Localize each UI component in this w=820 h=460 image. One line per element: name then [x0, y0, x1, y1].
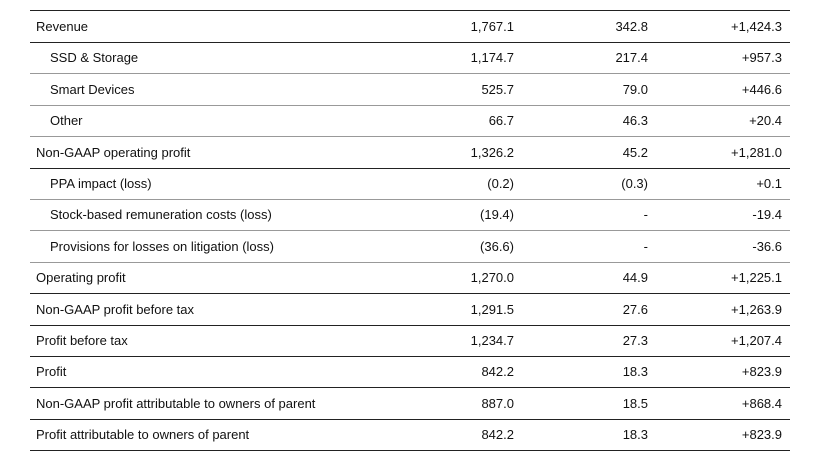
cell-value: 46.3	[622, 113, 648, 129]
cell-value: +0.1	[756, 176, 782, 191]
cell-value: 18.5	[622, 395, 648, 411]
table-row: Revenue 1,767.1 342.8 +1,424.3	[30, 11, 790, 43]
cell-value: 1,234.7	[470, 333, 514, 348]
table-top-border	[30, 10, 790, 11]
cell-value: +823.9	[741, 427, 782, 443]
cell-value: 1,326.2	[470, 144, 514, 160]
table-row: Non-GAAP profit before tax 1,291.5 27.6 +1,…	[30, 294, 790, 326]
sub-row: Stock-based remuneration costs (loss) (19…	[30, 199, 790, 232]
row-label: PPA impact (loss)	[50, 176, 152, 191]
cell-value: 217.4	[615, 50, 648, 66]
sub-row: Smart Devices 525.7 79.0 +446.6	[30, 74, 790, 106]
row-label: Stock-based remuneration costs (loss)	[50, 207, 272, 223]
sub-row: PPA impact (loss) (0.2) (0.3) +0.1	[30, 168, 790, 200]
row-label: Other	[50, 113, 83, 129]
row-label: SSD & Storage	[50, 50, 139, 66]
cell-value: 1,270.0	[470, 270, 514, 286]
cell-value: 1,767.1	[470, 19, 514, 34]
cell-value: +1,424.3	[731, 19, 782, 34]
cell-value: 27.6	[622, 301, 648, 317]
cell-value: +1,263.9	[731, 301, 782, 317]
table-row: Profit 842.2 18.3 +823.9	[30, 356, 790, 389]
cell-value: -36.6	[752, 238, 782, 254]
cell-value: 842.2	[481, 364, 514, 380]
cell-value: -19.4	[752, 207, 782, 223]
cell-value: +868.4	[741, 395, 782, 411]
cell-value: (19.4)	[480, 207, 514, 223]
cell-value: 525.7	[481, 81, 514, 97]
cell-value: 27.3	[622, 333, 648, 348]
cell-value: +1,281.0	[731, 144, 782, 160]
row-label: Non-GAAP operating profit	[36, 144, 191, 160]
row-label: Non-GAAP profit attributable to owners o…	[36, 395, 316, 411]
cell-value: -	[643, 207, 648, 223]
cell-value: +1,207.4	[731, 333, 782, 348]
cell-value: 18.3	[622, 364, 648, 380]
row-label: Smart Devices	[50, 81, 135, 97]
cell-value: 18.3	[622, 427, 648, 443]
cell-value: 44.9	[622, 270, 648, 286]
cell-value: +446.6	[741, 81, 782, 97]
sub-row: SSD & Storage 1,174.7 217.4 +957.3	[30, 42, 790, 75]
cell-value: 79.0	[622, 81, 648, 97]
cell-value: 1,291.5	[470, 301, 514, 317]
cell-value: +823.9	[741, 364, 782, 380]
sub-row: Provisions for losses on litigation (los…	[30, 231, 790, 263]
cell-value: +1,225.1	[731, 270, 782, 286]
cell-value: 842.2	[481, 427, 514, 443]
cell-value: 45.2	[622, 144, 648, 160]
cell-value: -	[643, 238, 648, 254]
table-row: Profit attributable to owners of parent 8…	[30, 419, 790, 452]
cell-value: (0.2)	[487, 176, 514, 191]
row-label: Operating profit	[36, 270, 126, 286]
row-label: Profit attributable to owners of parent	[36, 427, 250, 443]
table-row: Operating profit 1,270.0 44.9 +1,225.1	[30, 262, 790, 295]
sub-row: Other 66.7 46.3 +20.4	[30, 105, 790, 138]
table-row: Profit before tax 1,234.7 27.3 +1,207.4	[30, 325, 790, 357]
row-label: Provisions for losses on litigation (los…	[50, 238, 274, 254]
cell-value: (0.3)	[621, 176, 648, 191]
cell-value: +20.4	[749, 113, 782, 129]
row-label: Profit before tax	[36, 333, 128, 348]
table-row: Non-GAAP operating profit 1,326.2 45.2 +1,2…	[30, 137, 790, 169]
cell-value: (36.6)	[480, 238, 514, 254]
cell-value: 887.0	[481, 395, 514, 411]
cell-value: 342.8	[615, 19, 648, 34]
row-label: Profit	[36, 364, 67, 380]
row-label: Non-GAAP profit before tax	[36, 301, 195, 317]
row-label: Revenue	[36, 19, 89, 34]
cell-value: 66.7	[488, 113, 514, 129]
cell-value: 1,174.7	[470, 50, 514, 66]
cell-value: +957.3	[741, 50, 782, 66]
table-row: Non-GAAP profit attributable to owners o…	[30, 388, 790, 420]
